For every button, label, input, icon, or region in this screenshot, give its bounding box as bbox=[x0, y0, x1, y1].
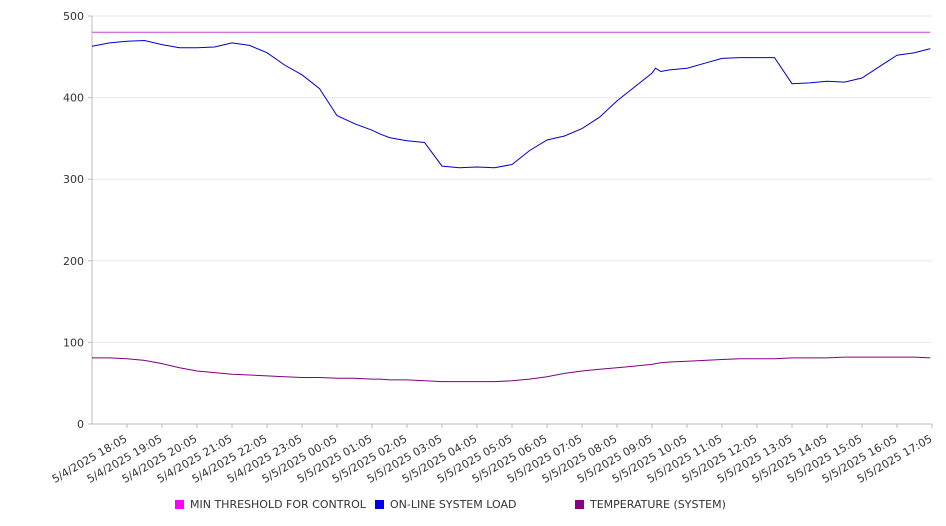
y-tick-label: 100 bbox=[63, 336, 84, 349]
y-axis-ticks: 0 100 200 300 400 500 bbox=[63, 10, 92, 431]
axes bbox=[91, 16, 932, 425]
legend-label-temperature-system: TEMPERATURE (SYSTEM) bbox=[590, 498, 726, 511]
legend-item-temperature-system[interactable]: TEMPERATURE (SYSTEM) bbox=[575, 498, 726, 511]
y-tick-label: 500 bbox=[63, 10, 84, 23]
legend-label-min-threshold: MIN THRESHOLD FOR CONTROL bbox=[190, 498, 366, 511]
legend-swatch-temperature-system bbox=[575, 500, 584, 509]
y-tick-label: 400 bbox=[63, 92, 84, 105]
y-tick-label: 200 bbox=[63, 255, 84, 268]
grid-lines bbox=[92, 15, 932, 343]
y-tick-label: 300 bbox=[63, 173, 84, 186]
legend-item-min-threshold[interactable]: MIN THRESHOLD FOR CONTROL bbox=[175, 498, 366, 511]
legend-swatch-online-system-load bbox=[375, 500, 384, 509]
legend-label-online-system-load: ON-LINE SYSTEM LOAD bbox=[390, 498, 517, 511]
y-tick-label: 0 bbox=[77, 418, 84, 431]
x-axis-ticks: 5/4/2025 18:055/4/2025 19:055/4/2025 20:… bbox=[50, 424, 935, 486]
series-lines bbox=[91, 31, 931, 383]
legend-swatch-min-threshold bbox=[175, 500, 184, 509]
legend-item-online-system-load[interactable]: ON-LINE SYSTEM LOAD bbox=[375, 498, 516, 511]
series-line-2 bbox=[92, 356, 931, 383]
chart-legend: MIN THRESHOLD FOR CONTROL ON-LINE SYSTEM… bbox=[0, 498, 946, 514]
series-line-1 bbox=[91, 39, 931, 169]
